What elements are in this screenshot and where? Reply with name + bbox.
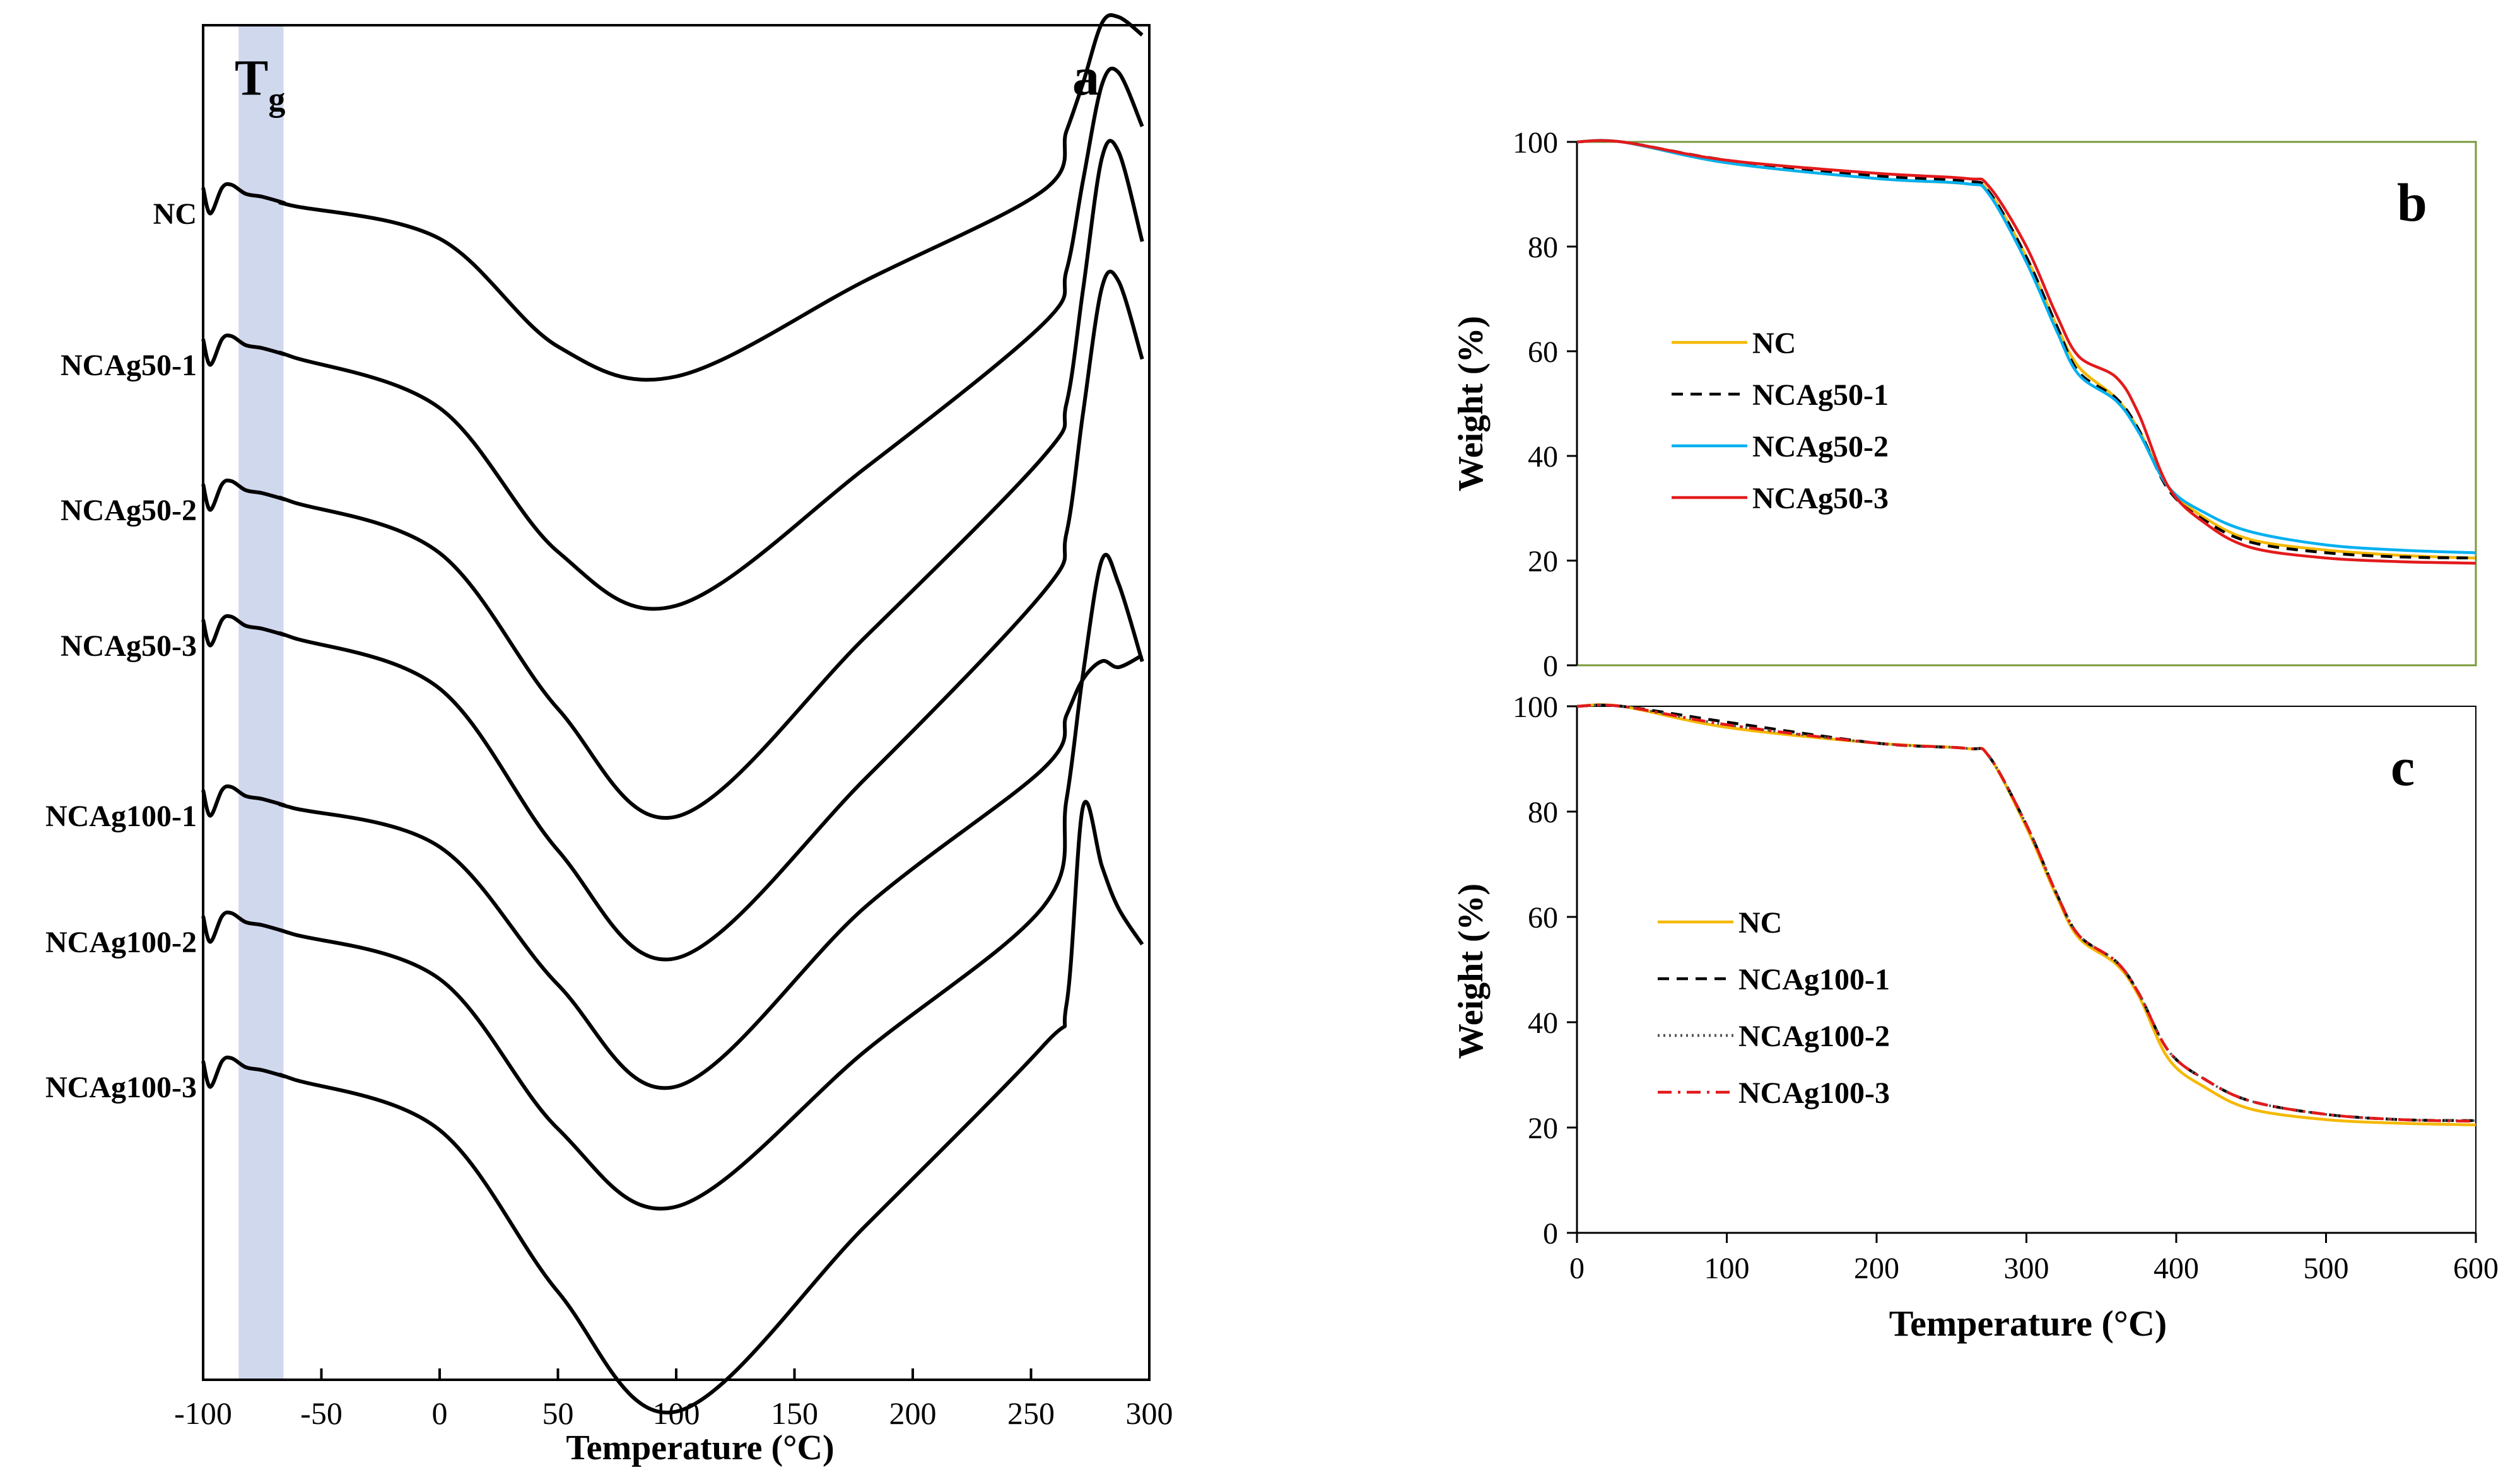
dsc-curve-ncag50-1 (201, 66, 1144, 611)
panel-a-frame (202, 24, 1151, 1381)
legend-label-ncag50-3: NCAg50-3 (1752, 482, 1889, 515)
panel-c-tga-chart: 0 20 40 60 80 100 0 100 200 300 400 500 600 NC NCAg10… (1451, 691, 2499, 1344)
panel-b-axes: 0 20 40 60 80 100 (1513, 126, 1578, 683)
x-tick-label: 600 (2453, 1252, 2499, 1285)
x-tick-label: 500 (2304, 1252, 2349, 1285)
y-tick-label: 0 (1543, 1217, 1558, 1251)
legend-label-nc: NC (1752, 327, 1796, 360)
x-tick-label: 300 (2004, 1252, 2049, 1285)
x-tick-label: 400 (2154, 1252, 2199, 1285)
dsc-curve-ncag50-3 (201, 269, 1144, 962)
panel-c-axes: 0 20 40 60 80 100 0 100 200 300 400 500 600 (1513, 691, 2499, 1285)
x-tick-label: 50 (542, 1396, 574, 1431)
y-tick-label: 100 (1513, 691, 1558, 724)
tga-curve-nc (1576, 703, 2476, 1127)
x-tick-label: 200 (889, 1396, 937, 1431)
series-label-ncag50-3: NCAg50-3 (61, 629, 197, 663)
tga-curve-ncag100-3 (1576, 703, 2476, 1123)
y-tick-label: 80 (1528, 231, 1558, 264)
panel-a-label: a (1072, 46, 1099, 107)
series-label-ncag100-3: NCAg100-3 (45, 1071, 197, 1104)
legend-label-ncag100-3: NCAg100-3 (1738, 1076, 1890, 1110)
dsc-curve-ncag100-3 (201, 800, 1144, 1415)
legend-label-ncag100-1: NCAg100-1 (1738, 963, 1890, 996)
x-tick-label: -100 (174, 1396, 232, 1431)
y-tick-label: 80 (1528, 796, 1558, 829)
panel-b-legend: NC NCAg50-1 NCAg50-2 NCAg50-3 (1672, 327, 1889, 515)
series-label-nc: NC (153, 197, 197, 231)
tga-curve-ncag50-2 (1576, 139, 2476, 554)
y-tick-label: 20 (1528, 545, 1558, 578)
y-tick-label: 60 (1528, 335, 1558, 369)
legend-label-ncag100-2: NCAg100-2 (1738, 1020, 1890, 1053)
tga-curve-ncag50-1 (1576, 139, 2476, 560)
y-tick-label: 40 (1528, 1006, 1558, 1040)
panel-b-curves (1576, 139, 2476, 565)
x-tick-label: 250 (1007, 1396, 1055, 1431)
y-tick-label: 60 (1528, 901, 1558, 935)
series-label-ncag100-2: NCAg100-2 (45, 926, 197, 959)
x-tick-label: 200 (1854, 1252, 1899, 1285)
tg-label: Tg (235, 50, 285, 118)
tga-curve-ncag50-3 (1576, 139, 2476, 565)
panel-c-legend: NC NCAg100-1 NCAg100-2 NCAg100-3 (1658, 906, 1890, 1110)
dsc-curve-ncag100-2 (201, 552, 1144, 1211)
y-tick-label: 0 (1543, 650, 1558, 683)
legend-label-ncag50-1: NCAg50-1 (1752, 378, 1889, 412)
panel-a-series-labels: NC NCAg50-1 NCAg50-2 NCAg50-3 NCAg100-1 NCAg1… (45, 197, 197, 1104)
panel-c-curves (1576, 703, 2476, 1127)
tg-band (238, 25, 284, 1380)
panel-a-x-axis-title: Temperature (°C) (566, 1428, 834, 1467)
panel-b-label: b (2397, 172, 2427, 233)
panel-a-dsc-chart: -100 -50 0 50 100 150 200 250 300 NCNCAg50-1NCAg… (45, 13, 1173, 1467)
x-tick-label: 100 (1704, 1252, 1750, 1285)
panel-a-x-ticks: -100 -50 0 50 100 150 200 250 300 (174, 1368, 1173, 1431)
panel-c-label: c (2391, 737, 2415, 797)
x-tick-label: 0 (1569, 1252, 1585, 1285)
panel-c-x-axis-title: Temperature (°C) (1889, 1303, 2167, 1344)
y-tick-label: 20 (1528, 1112, 1558, 1145)
tga-curve-ncag100-2 (1576, 703, 2476, 1122)
y-tick-label: 100 (1513, 126, 1558, 160)
tga-curve-nc (1576, 139, 2476, 560)
legend-label-ncag50-2: NCAg50-2 (1752, 430, 1889, 463)
series-label-ncag50-2: NCAg50-2 (61, 494, 197, 527)
x-tick-label: -50 (300, 1396, 343, 1431)
dsc-curve-ncag50-2 (201, 139, 1144, 820)
y-tick-label: 40 (1528, 440, 1558, 474)
panel-b-y-axis-title: Weight (%) (1451, 316, 1491, 491)
tg-subscript: g (268, 80, 285, 118)
dsc-curve-ncag100-1 (201, 653, 1144, 1090)
panel-b-frame (1576, 141, 2477, 667)
series-label-ncag50-1: NCAg50-1 (61, 349, 197, 382)
series-label-ncag100-1: NCAg100-1 (45, 800, 197, 833)
dsc-curve-nc (201, 13, 1144, 382)
tga-curve-ncag100-1 (1576, 703, 2476, 1122)
panel-c-frame (1576, 706, 2476, 1233)
panel-c-y-axis-title: Weight (%) (1451, 883, 1491, 1059)
legend-label-nc: NC (1738, 906, 1782, 940)
x-tick-label: 300 (1126, 1396, 1173, 1431)
x-tick-label: 150 (771, 1396, 818, 1431)
panel-a-curves (201, 13, 1144, 1415)
x-tick-label: 0 (432, 1396, 448, 1431)
